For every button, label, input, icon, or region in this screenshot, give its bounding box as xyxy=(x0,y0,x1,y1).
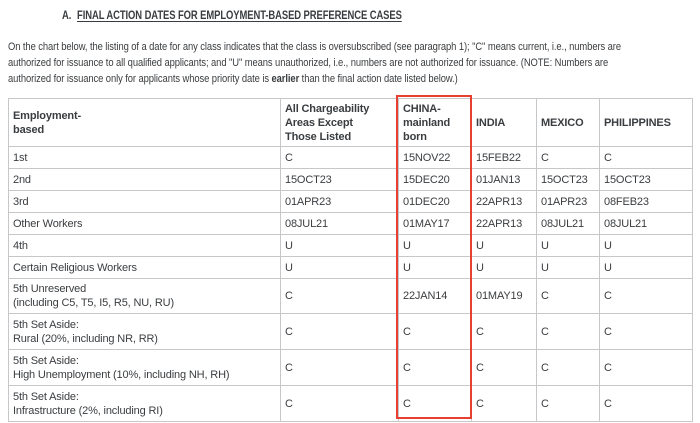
final-action-dates-table-wrapper: Employment- based All Chargeability Area… xyxy=(8,98,693,422)
value-cell: C xyxy=(536,385,600,422)
value-cell: 08JUL21 xyxy=(599,212,693,235)
value-cell: U xyxy=(471,234,537,257)
value-cell: C xyxy=(471,313,537,350)
section-letter: A. xyxy=(62,10,72,22)
value-cell: C xyxy=(398,349,472,386)
col-header-china-mainland: CHINA- mainland born xyxy=(398,98,472,147)
value-cell: 01JAN13 xyxy=(471,168,537,191)
row-label-cell: Other Workers xyxy=(8,212,281,235)
table-row: 3rd 01APR23 01DEC20 22APR13 01APR23 08FEB23 xyxy=(8,190,693,213)
col-header-all-chargeability: All Chargeability Areas Except Those Lis… xyxy=(280,98,399,147)
value-cell: 15OCT23 xyxy=(280,168,399,191)
value-cell: 08JUL21 xyxy=(280,212,399,235)
page-title: FINAL ACTION DATES FOR EMPLOYMENT-BASED … xyxy=(77,10,402,22)
value-cell: 15NOV22 xyxy=(398,146,472,169)
value-cell: U xyxy=(599,234,693,257)
value-cell: C xyxy=(280,278,399,314)
table-row: 4th U U U U U xyxy=(8,234,693,257)
table-row: 2nd 15OCT23 15DEC20 01JAN13 15OCT23 15OCT23 xyxy=(8,168,693,191)
table-row: Certain Religious Workers U U U U U xyxy=(8,256,693,279)
value-cell: C xyxy=(536,313,600,350)
table-row: 5th Set Aside: Infrastructure (2%, inclu… xyxy=(8,385,693,422)
table-row: 5th Set Aside: Rural (20%, including NR,… xyxy=(8,313,693,350)
value-cell: C xyxy=(599,385,693,422)
intro-paragraph: On the chart below, the listing of a dat… xyxy=(8,39,621,87)
value-cell: C xyxy=(599,313,693,350)
intro-line-3-bold: earlier xyxy=(271,73,300,85)
value-cell: 22APR13 xyxy=(471,212,537,235)
section-heading: A. FINAL ACTION DATES FOR EMPLOYMENT-BASE… xyxy=(62,10,402,22)
row-label-cell: 1st xyxy=(8,146,281,169)
value-cell: C xyxy=(536,278,600,314)
intro-line-2: authorized for issuance to all qualified… xyxy=(8,57,609,69)
value-cell: U xyxy=(280,256,399,279)
value-cell: 22APR13 xyxy=(471,190,537,213)
row-label-cell: 5th Unreserved (including C5, T5, I5, R5… xyxy=(8,278,281,314)
value-cell: 15OCT23 xyxy=(599,168,693,191)
col-header-mexico: MEXICO xyxy=(536,98,600,147)
value-cell: U xyxy=(536,256,600,279)
row-label-cell: 2nd xyxy=(8,168,281,191)
value-cell: 15OCT23 xyxy=(536,168,600,191)
row-label-cell: 5th Set Aside: High Unemployment (10%, i… xyxy=(8,349,281,386)
row-label-cell: 5th Set Aside: Infrastructure (2%, inclu… xyxy=(8,385,281,422)
value-cell: C xyxy=(471,385,537,422)
row-label-cell: 4th xyxy=(8,234,281,257)
value-cell: 08JUL21 xyxy=(536,212,600,235)
value-cell: C xyxy=(536,349,600,386)
row-label-cell: 5th Set Aside: Rural (20%, including NR,… xyxy=(8,313,281,350)
intro-line-1: On the chart below, the listing of a dat… xyxy=(8,41,621,53)
value-cell: U xyxy=(471,256,537,279)
value-cell: C xyxy=(599,146,693,169)
value-cell: C xyxy=(471,349,537,386)
value-cell: C xyxy=(280,349,399,386)
value-cell: C xyxy=(280,385,399,422)
header-row: Employment- based All Chargeability Area… xyxy=(8,98,693,147)
value-cell: 15DEC20 xyxy=(398,168,472,191)
col-header-philippines: PHILIPPINES xyxy=(599,98,693,147)
value-cell: U xyxy=(599,256,693,279)
value-cell: C xyxy=(398,385,472,422)
value-cell: 01MAY17 xyxy=(398,212,472,235)
value-cell: 01DEC20 xyxy=(398,190,472,213)
value-cell: 22JAN14 xyxy=(398,278,472,314)
table-row: 5th Set Aside: High Unemployment (10%, i… xyxy=(8,349,693,386)
intro-line-3-before: authorized for issuance only for applica… xyxy=(8,73,272,85)
value-cell: 01MAY19 xyxy=(471,278,537,314)
row-label-cell: Certain Religious Workers xyxy=(8,256,281,279)
col-header-employment-based: Employment- based xyxy=(8,98,281,147)
col-header-india: INDIA xyxy=(471,98,537,147)
value-cell: C xyxy=(599,349,693,386)
value-cell: C xyxy=(599,278,693,314)
value-cell: C xyxy=(398,313,472,350)
table-body: 1st C 15NOV22 15FEB22 C C 2nd 15OCT23 15DEC20 01J… xyxy=(8,146,693,422)
value-cell: U xyxy=(280,234,399,257)
value-cell: 08FEB23 xyxy=(599,190,693,213)
intro-line-3-after: than the final action date listed below.… xyxy=(299,73,458,85)
table-row: Other Workers 08JUL21 01MAY17 22APR13 08JUL2… xyxy=(8,212,693,235)
table-row: 5th Unreserved (including C5, T5, I5, R5… xyxy=(8,278,693,314)
value-cell: 01APR23 xyxy=(536,190,600,213)
row-label-cell: 3rd xyxy=(8,190,281,213)
value-cell: 01APR23 xyxy=(280,190,399,213)
value-cell: U xyxy=(536,234,600,257)
intro-line-3: authorized for issuance only for applica… xyxy=(8,71,621,87)
value-cell: C xyxy=(280,146,399,169)
value-cell: C xyxy=(280,313,399,350)
value-cell: 15FEB22 xyxy=(471,146,537,169)
value-cell: U xyxy=(398,234,472,257)
table-row: 1st C 15NOV22 15FEB22 C C xyxy=(8,146,693,169)
value-cell: U xyxy=(398,256,472,279)
final-action-dates-table: Employment- based All Chargeability Area… xyxy=(8,98,693,422)
value-cell: C xyxy=(536,146,600,169)
